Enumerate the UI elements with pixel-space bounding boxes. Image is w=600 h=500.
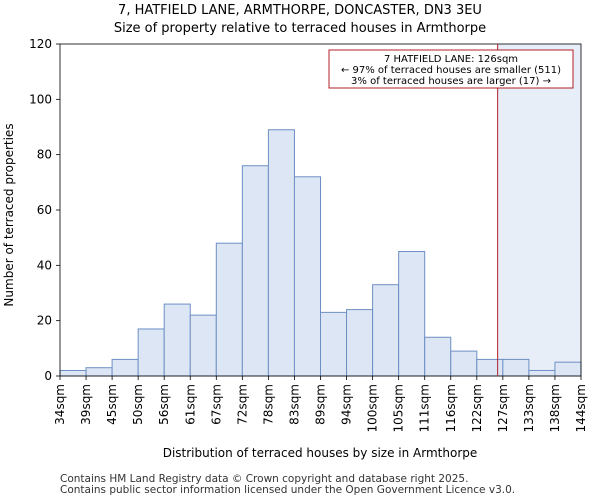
chart-subtitle: Size of property relative to terraced ho…: [113, 21, 487, 36]
bar: [424, 336, 452, 377]
y-tick-label: 40: [37, 258, 52, 272]
bar: [372, 284, 400, 377]
bar: [554, 361, 582, 377]
bar: [267, 129, 295, 377]
bar: [293, 176, 322, 377]
x-tick-label: 78sqm: [261, 384, 275, 425]
bar: [59, 369, 87, 377]
bar: [346, 309, 374, 377]
bar: [320, 311, 348, 377]
x-tick-label: 89sqm: [314, 384, 328, 425]
x-tick-label: 50sqm: [131, 384, 145, 425]
y-tick-label: 0: [44, 369, 52, 383]
x-tick-label: 144sqm: [574, 384, 588, 432]
y-axis-label: Number of terraced properties: [2, 123, 16, 306]
x-tick-label: 45sqm: [105, 384, 119, 425]
y-tick-label: 60: [37, 203, 52, 217]
x-tick-label: 127sqm: [496, 384, 510, 432]
bar: [528, 369, 556, 377]
x-tick-label: 133sqm: [522, 384, 536, 432]
annotation-line-1: 7 HATFIELD LANE: 126sqm: [384, 54, 518, 65]
bar: [476, 358, 504, 377]
bar: [111, 358, 139, 377]
bar: [137, 328, 165, 377]
bar: [241, 165, 269, 377]
chart-title: 7, HATFIELD LANE, ARMTHORPE, DONCASTER, …: [118, 3, 482, 18]
x-tick-label: 116sqm: [444, 384, 458, 432]
x-tick-label: 39sqm: [79, 384, 93, 425]
bar: [189, 314, 217, 377]
x-tick-label: 111sqm: [418, 384, 432, 432]
x-tick-label: 67sqm: [209, 384, 223, 425]
x-tick-label: 100sqm: [366, 384, 380, 432]
bar: [398, 251, 426, 377]
annotation-box: [328, 49, 574, 89]
x-tick-label: 83sqm: [287, 384, 301, 425]
x-tick-label: 94sqm: [340, 384, 354, 425]
footer-line-2: Contains public sector information licen…: [60, 484, 516, 496]
x-tick-label: 122sqm: [470, 384, 484, 432]
y-tick-label: 20: [37, 314, 52, 328]
x-axis-label: Distribution of terraced houses by size …: [163, 446, 478, 460]
annotation-line-2: ← 97% of terraced houses are smaller (51…: [341, 65, 561, 76]
y-tick-label: 100: [29, 92, 52, 106]
bar: [85, 367, 113, 377]
annotation-line-3: 3% of terraced houses are larger (17) →: [351, 76, 551, 87]
x-tick-label: 34sqm: [53, 384, 67, 425]
x-tick-label: 138sqm: [548, 384, 562, 432]
x-tick-label: 105sqm: [392, 384, 406, 432]
x-tick-label: 72sqm: [235, 384, 249, 425]
larger-region-shade: [497, 44, 581, 376]
bar: [450, 350, 478, 377]
y-tick-label: 80: [37, 148, 52, 162]
bar: [502, 358, 530, 377]
bar: [215, 242, 243, 377]
bar: [163, 303, 191, 377]
footer-line-1: Contains HM Land Registry data © Crown c…: [60, 473, 469, 485]
x-tick-label: 61sqm: [183, 384, 197, 425]
y-tick-label: 120: [29, 37, 52, 51]
x-tick-label: 56sqm: [157, 384, 171, 425]
